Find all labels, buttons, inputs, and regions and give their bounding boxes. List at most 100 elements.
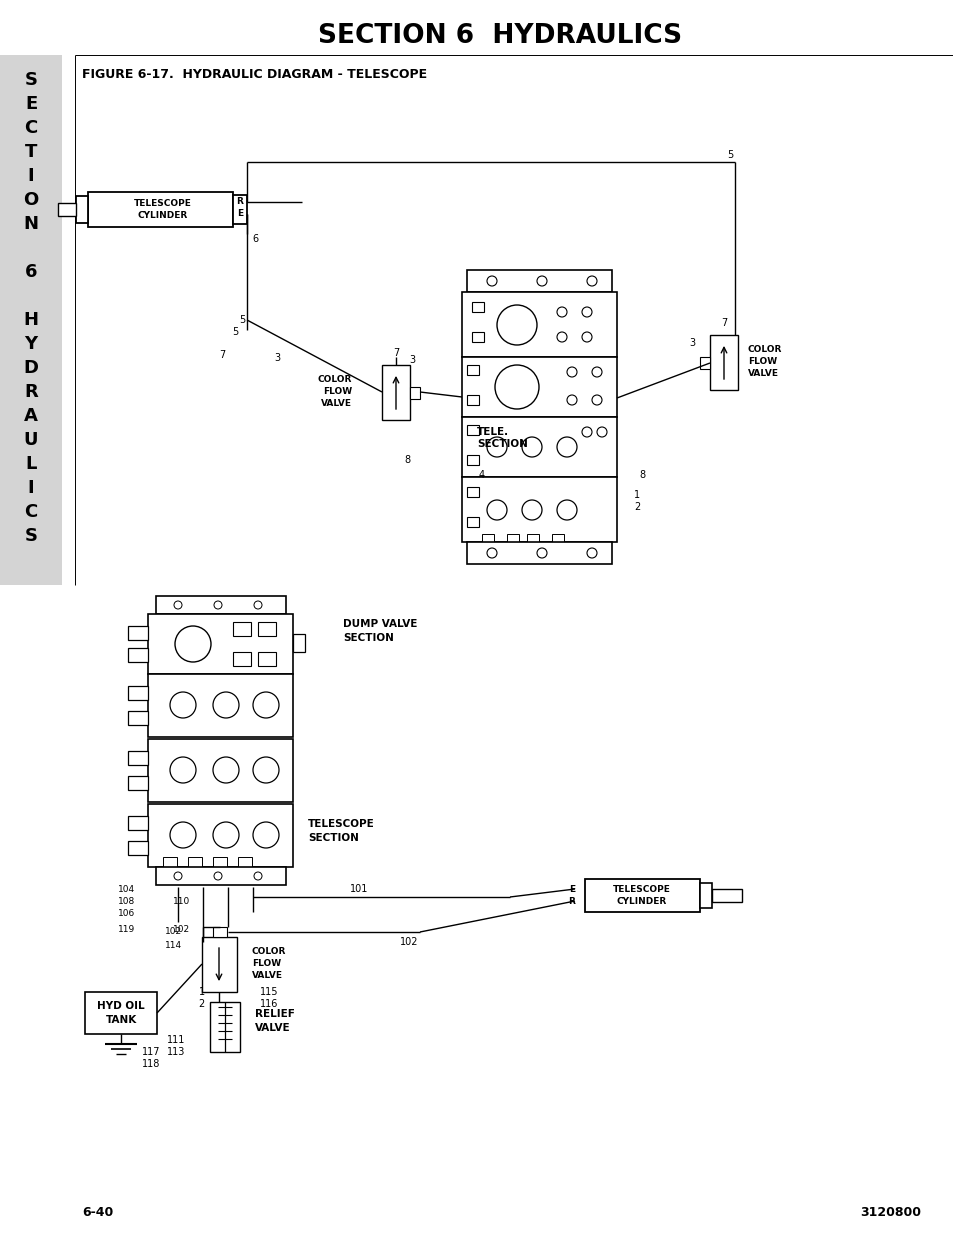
Circle shape [173, 872, 182, 881]
Circle shape [486, 548, 497, 558]
Bar [128, 648, 148, 662]
Text: FLOW: FLOW [252, 960, 281, 968]
Text: 104: 104 [118, 884, 135, 893]
Text: 117: 117 [141, 1047, 160, 1057]
Circle shape [586, 275, 597, 287]
Text: 102: 102 [172, 925, 190, 934]
Text: 4: 4 [478, 471, 484, 480]
Bar [552, 534, 563, 542]
Circle shape [495, 366, 538, 409]
Text: VALVE: VALVE [254, 1023, 291, 1032]
Text: TELESCOPE: TELESCOPE [613, 884, 670, 893]
Bar [128, 816, 148, 830]
Text: E: E [25, 95, 37, 112]
Bar [257, 622, 275, 636]
Text: COLOR: COLOR [317, 375, 352, 384]
Text: 3: 3 [409, 354, 415, 366]
Bar [213, 927, 227, 937]
Text: 7: 7 [218, 350, 225, 359]
Bar [188, 857, 202, 867]
Bar [461, 357, 617, 417]
Bar [381, 366, 410, 420]
Text: E: E [568, 884, 575, 893]
Bar [237, 857, 252, 867]
Bar [467, 270, 612, 291]
Circle shape [566, 395, 577, 405]
Text: 2: 2 [198, 999, 205, 1009]
Circle shape [557, 500, 577, 520]
Circle shape [170, 757, 195, 783]
Circle shape [173, 601, 182, 609]
Bar [711, 889, 741, 902]
Bar [76, 196, 88, 224]
Text: 108: 108 [118, 897, 135, 905]
Text: 7: 7 [393, 348, 398, 358]
Circle shape [581, 427, 592, 437]
Circle shape [521, 437, 541, 457]
Bar [85, 992, 157, 1034]
Text: 1: 1 [198, 987, 205, 997]
Bar [467, 395, 478, 405]
Circle shape [174, 626, 211, 662]
Text: 119: 119 [118, 925, 135, 934]
Bar [467, 542, 612, 564]
Bar [410, 387, 419, 399]
Text: VALVE: VALVE [252, 972, 283, 981]
Bar [472, 332, 483, 342]
Bar [233, 195, 247, 224]
Text: 5: 5 [726, 149, 732, 161]
Text: 101: 101 [350, 884, 368, 894]
Text: FLOW: FLOW [747, 357, 777, 367]
Bar [461, 417, 617, 477]
Text: R: R [24, 383, 38, 401]
Text: E: E [236, 210, 243, 219]
Text: 102: 102 [399, 937, 418, 947]
Text: 5: 5 [238, 315, 245, 325]
Bar [202, 937, 236, 992]
Text: CYLINDER: CYLINDER [138, 210, 188, 220]
Text: RELIEF: RELIEF [254, 1009, 294, 1019]
Text: H: H [24, 311, 38, 329]
Circle shape [213, 692, 239, 718]
Circle shape [581, 308, 592, 317]
Bar [128, 711, 148, 725]
Text: C: C [25, 119, 37, 137]
Circle shape [486, 275, 497, 287]
Circle shape [592, 395, 601, 405]
Text: SECTION: SECTION [476, 438, 527, 450]
Circle shape [253, 757, 278, 783]
Circle shape [253, 692, 278, 718]
Text: L: L [26, 454, 36, 473]
Bar [58, 203, 76, 216]
Circle shape [253, 823, 278, 848]
Bar [467, 487, 478, 496]
Circle shape [486, 437, 506, 457]
Bar [0, 56, 62, 585]
Text: 116: 116 [260, 999, 278, 1009]
Text: 113: 113 [167, 1047, 185, 1057]
Circle shape [253, 872, 262, 881]
Text: 111: 111 [167, 1035, 185, 1045]
Text: C: C [25, 503, 37, 521]
Circle shape [486, 500, 506, 520]
Bar [213, 857, 227, 867]
Text: 6-40: 6-40 [82, 1207, 113, 1219]
Bar [467, 366, 478, 375]
Text: 106: 106 [118, 909, 135, 918]
Bar [526, 534, 538, 542]
Text: FIGURE 6-17.  HYDRAULIC DIAGRAM - TELESCOPE: FIGURE 6-17. HYDRAULIC DIAGRAM - TELESCO… [82, 68, 427, 80]
Circle shape [592, 367, 601, 377]
Circle shape [213, 757, 239, 783]
Text: 1: 1 [634, 490, 639, 500]
Circle shape [557, 308, 566, 317]
Text: I: I [28, 479, 34, 496]
Bar [461, 477, 617, 542]
Text: 8: 8 [403, 454, 410, 466]
Bar [163, 857, 177, 867]
Text: SECTION: SECTION [308, 832, 358, 844]
Circle shape [537, 275, 546, 287]
Text: U: U [24, 431, 38, 450]
Bar [156, 597, 286, 614]
Circle shape [557, 437, 577, 457]
Text: 115: 115 [260, 987, 278, 997]
